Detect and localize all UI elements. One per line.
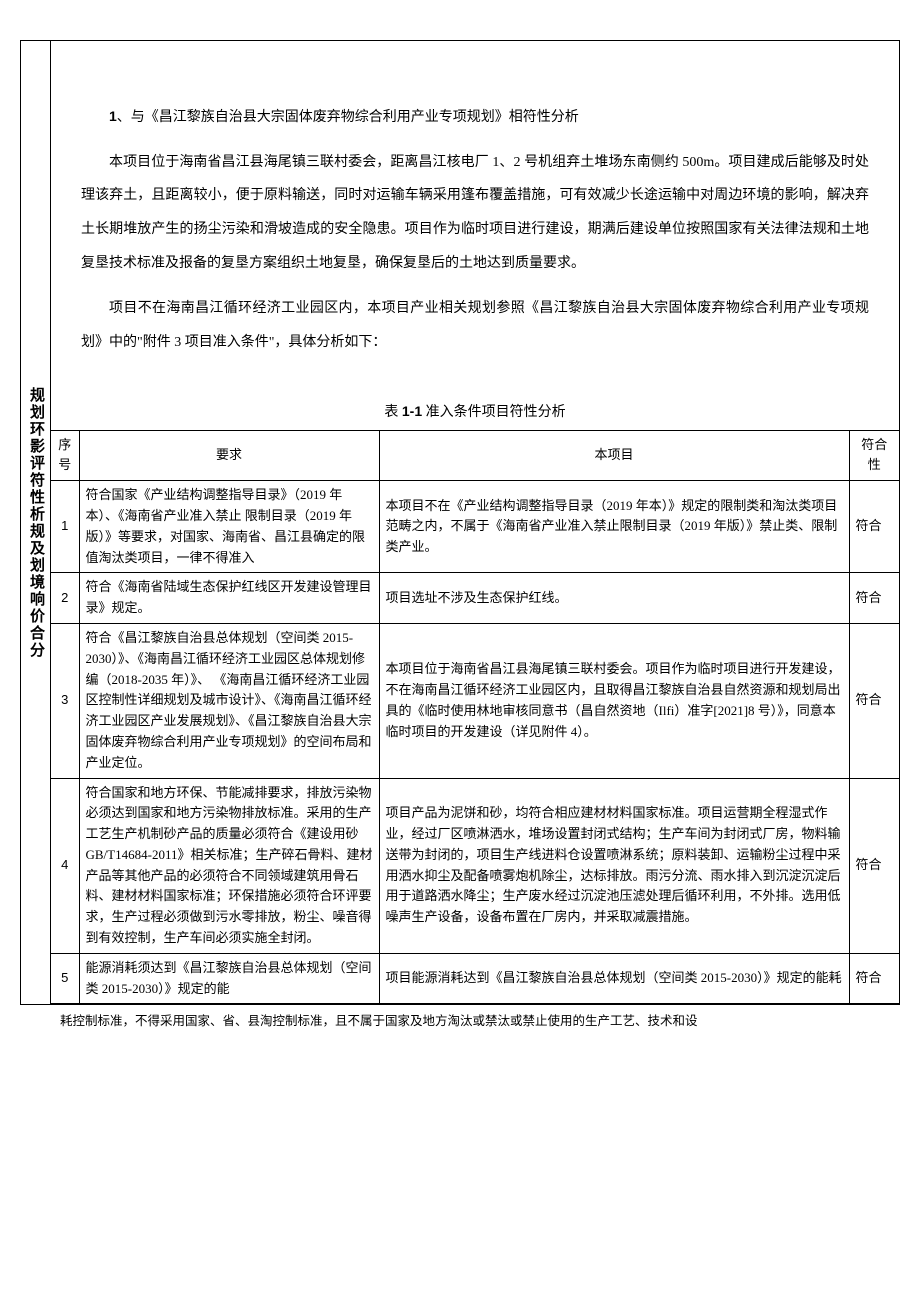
cell-requirement: 符合国家《产业结构调整指导目录》（2019 年本）、《海南省产业准入禁止 限制目… <box>79 481 379 573</box>
table-row: 3符合《昌江黎族自治县总体规划（空间类 2015-2030）》、《海南昌江循环经… <box>51 623 899 778</box>
cell-conformance: 符合 <box>849 623 899 778</box>
cell-requirement: 符合《昌江黎族自治县总体规划（空间类 2015-2030）》、《海南昌江循环经济… <box>79 623 379 778</box>
cell-requirement: 符合国家和地方环保、节能减排要求，排放污染物必须达到国家和地方污染物排放标准。采… <box>79 778 379 953</box>
table-header-row: 序号 要求 本项目 符合性 <box>51 430 899 481</box>
cell-project: 本项目位于海南省昌江县海尾镇三联村委会。项目作为临时项目进行开发建设，不在海南昌… <box>379 623 849 778</box>
cell-requirement: 能源消耗须达到《昌江黎族自治县总体规划（空间类 2015-2030）》规定的能 <box>79 953 379 1004</box>
section-heading: 1、与《昌江黎族自治县大宗固体废弃物综合利用产业专项规划》相符性分析 <box>81 101 869 134</box>
paragraph-2: 项目不在海南昌江循环经济工业园区内，本项目产业相关规划参照《昌江黎族自治县大宗固… <box>81 292 869 359</box>
paragraph-1: 本项目位于海南省昌江县海尾镇三联村委会，距离昌江核电厂 1、2 号机组弃土堆场东… <box>81 146 869 280</box>
caption-suffix: 准入条件项目符性分析 <box>422 405 566 420</box>
cell-seq: 4 <box>51 778 79 953</box>
heading-number: 1 <box>109 108 117 124</box>
side-section-label: 规划环影评符性析规及划境响价合分 <box>21 41 51 1004</box>
heading-text: 、与《昌江黎族自治县大宗固体废弃物综合利用产业专项规划》相符性分析 <box>117 110 579 125</box>
cell-conformance: 符合 <box>849 953 899 1004</box>
cell-conformance: 符合 <box>849 778 899 953</box>
header-project: 本项目 <box>379 430 849 481</box>
side-section-label-text: 规划环影评符性析规及划境响价合分 <box>22 387 49 659</box>
table-row: 4符合国家和地方环保、节能减排要求，排放污染物必须达到国家和地方污染物排放标准。… <box>51 778 899 953</box>
table-row: 5能源消耗须达到《昌江黎族自治县总体规划（空间类 2015-2030）》规定的能… <box>51 953 899 1004</box>
cell-conformance: 符合 <box>849 573 899 624</box>
cell-project: 项目能源消耗达到《昌江黎族自治县总体规划（空间类 2015-2030）》规定的能… <box>379 953 849 1004</box>
header-requirement: 要求 <box>79 430 379 481</box>
table-body: 1符合国家《产业结构调整指导目录》（2019 年本）、《海南省产业准入禁止 限制… <box>51 481 899 1004</box>
compliance-table: 序号 要求 本项目 符合性 1符合国家《产业结构调整指导目录》（2019 年本）… <box>51 430 899 1005</box>
caption-prefix: 表 <box>384 405 402 420</box>
table-row: 1符合国家《产业结构调整指导目录》（2019 年本）、《海南省产业准入禁止 限制… <box>51 481 899 573</box>
cell-seq: 5 <box>51 953 79 1004</box>
document-page: 规划环影评符性析规及划境响价合分 1、与《昌江黎族自治县大宗固体废弃物综合利用产… <box>20 40 900 1005</box>
cell-project: 本项目不在《产业结构调整指导目录（2019 年本）》规定的限制类和淘汰类项目范畴… <box>379 481 849 573</box>
cell-seq: 2 <box>51 573 79 624</box>
header-seq: 序号 <box>51 430 79 481</box>
cell-project: 项目选址不涉及生态保护红线。 <box>379 573 849 624</box>
cell-conformance: 符合 <box>849 481 899 573</box>
table-row: 2符合《海南省陆域生态保护红线区开发建设管理目录》规定。项目选址不涉及生态保护红… <box>51 573 899 624</box>
cell-seq: 1 <box>51 481 79 573</box>
cell-project: 项目产品为泥饼和砂，均符合相应建材材料国家标准。项目运营期全程湿式作业，经过厂区… <box>379 778 849 953</box>
narrative-block: 1、与《昌江黎族自治县大宗固体废弃物综合利用产业专项规划》相符性分析 本项目位于… <box>51 41 899 391</box>
table-caption: 表 1-1 准入条件项目符性分析 <box>51 399 899 425</box>
cell-requirement: 符合《海南省陆域生态保护红线区开发建设管理目录》规定。 <box>79 573 379 624</box>
header-conformance: 符合性 <box>849 430 899 481</box>
caption-number: 1-1 <box>402 403 422 419</box>
main-content: 1、与《昌江黎族自治县大宗固体废弃物综合利用产业专项规划》相符性分析 本项目位于… <box>51 41 899 1004</box>
footnote-continuation: 耗控制标准，不得采用国家、省、县淘控制标准，且不属于国家及地方淘汰或禁汰或禁止使… <box>20 1005 900 1042</box>
cell-seq: 3 <box>51 623 79 778</box>
